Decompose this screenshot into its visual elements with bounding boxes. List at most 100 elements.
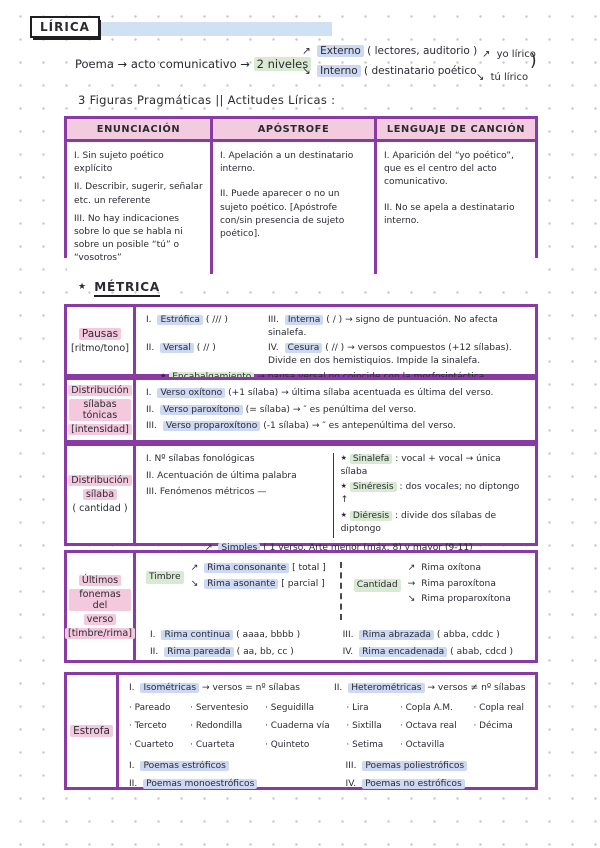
fenomenos-metricos-list: ★ Sinalefa : vocal + vocal → única sílab…	[332, 453, 526, 539]
pragmaticas-table: ENUNCIACIÓN APÓSTROFE LENGUAJE DE CANCIÓ…	[64, 116, 538, 275]
isometricas-line: I. Isométricas → versos = nº sílabas	[129, 682, 300, 695]
item-number: I.	[146, 315, 152, 325]
externo-detail: ( lectores, auditorio )	[367, 45, 478, 57]
item-number: III.	[146, 421, 157, 432]
apostrofe-item: I. Apelación a un destinatario interno.	[220, 151, 354, 175]
sinalefa-rest: : vocal + vocal → única sílaba	[340, 454, 501, 477]
rima-paroxitona-line: → Rima paroxítona	[408, 578, 511, 591]
poemas-monoestroficos-highlight: Poemas monoestróficos	[143, 778, 258, 789]
verso-oxitono-line: I. Verso oxítono (+1 sílaba) → última sí…	[146, 387, 526, 400]
pausa-estrofica: I. Estrófica ( /// )	[146, 314, 264, 339]
estrofa-body: I. Isométricas → versos = nº sílabas II.…	[119, 675, 535, 790]
rima-encadenada-line: IV. Rima encadenada ( abab, cdcd )	[343, 646, 526, 659]
heterometricas-line: II. Heterométricas → versos ≠ nº sílabas	[334, 682, 525, 695]
timbre-block: Timbre ↗ Rima consonante [ total ] ↘ Rim…	[146, 562, 326, 593]
item-number: II.	[150, 646, 159, 657]
rima-consonante-line: ↗ Rima consonante [ total ]	[191, 562, 326, 575]
interno-highlight: Interno	[317, 65, 361, 77]
poemas-no-estroficos-highlight: Poemas no estróficos	[362, 778, 465, 789]
poema-line: Poema → acto comunicativo → 2 niveles	[75, 57, 312, 71]
sineresis-highlight: Sinéresis	[349, 482, 397, 493]
tonicas-body: I. Verso oxítono (+1 sílaba) → última sí…	[136, 380, 535, 440]
poemas-no-estroficos-line: IV. Poemas no estróficos	[346, 778, 526, 791]
interno-detail: ( destinatario poético	[364, 65, 477, 77]
arrow-up-right-icon: ↗	[407, 563, 416, 573]
item-number: II.	[146, 404, 155, 415]
consonante-rest: [ total ]	[292, 563, 326, 573]
item-number: I.	[146, 388, 152, 398]
rima-pareada-line: II. Rima pareada ( aa, bb, cc )	[150, 646, 343, 659]
enunciacion-cell: I. Sin sujeto poético explícito II. Desc…	[67, 142, 213, 275]
estrofa-type: · Cuarteto	[129, 739, 174, 750]
star-icon: ★	[340, 454, 347, 462]
arrow-down-right-icon: ↘	[302, 65, 311, 77]
estrofa-column: · Pareado · Terceto · Cuarteto	[129, 702, 173, 757]
poemas-grid: I. Poemas estróficos III. Poemas poliest…	[129, 760, 526, 790]
item-number: I.	[129, 683, 135, 693]
item-number: IV.	[345, 778, 357, 789]
proparoxitono-rest: (-1 sílaba) → ″ es antepenúltima del ver…	[263, 421, 456, 432]
estrofa-type: · Décima	[473, 721, 513, 732]
rima-label-cell: Últimos fonemas del verso [timbre/rima]	[64, 553, 136, 660]
externo-line: ↗ Externo ( lectores, auditorio )	[302, 45, 477, 57]
oxitono-highlight: Verso oxítono	[157, 388, 226, 398]
enunciacion-item: II. Describir, sugerir, señalar etc. un …	[74, 182, 203, 206]
cantidad-highlight: Cantidad	[353, 579, 401, 592]
rima-body: Timbre ↗ Rima consonante [ total ] ↘ Rim…	[136, 553, 535, 660]
arrow-down-right-icon: ↘	[407, 594, 416, 605]
interno-line: ↘ Interno ( destinatario poético	[302, 65, 477, 77]
item-number: I.	[150, 630, 156, 640]
arrow-down-right-icon: ↘	[476, 72, 485, 83]
lirica-logo: LÍRICA	[30, 16, 100, 38]
estrofa-type: · Terceto	[129, 721, 167, 732]
interna-rest: ( / ) → signo de puntuación. No afecta s…	[268, 315, 498, 338]
isometricas-rest: → versos = nº sílabas	[201, 683, 301, 693]
apostrofe-cell: I. Apelación a un destinatario interno. …	[213, 142, 377, 275]
estrofa-label-cell: Estrofa	[67, 675, 119, 787]
enunciacion-item: I. Sin sujeto poético explícito	[74, 151, 164, 175]
tape-highlight-strip	[86, 22, 332, 36]
poemas-poliestroficos-line: III. Poemas poliestróficos	[346, 760, 526, 773]
criteria-item: I. Nº sílabas fonológicas	[146, 454, 255, 464]
estrofa-type: · Copla real	[473, 702, 524, 713]
cantidad-label-cell: Distribución sílaba ( cantidad )	[67, 446, 136, 543]
col-header-lenguaje-cancion: LENGUAJE DE CANCIÓN	[377, 119, 535, 142]
rima-label-4: [timbre/rima]	[64, 627, 136, 639]
poemas-poliestroficos-highlight: Poemas poliestróficos	[362, 761, 468, 772]
rima-oxitona-text: Rima oxítona	[421, 563, 482, 573]
pausa-interna: III. Interna ( / ) → signo de puntuación…	[268, 314, 526, 339]
cantidad-rima-block: Cantidad ↗ Rima oxítona → Rima paroxíton…	[353, 562, 511, 609]
estrofa-type: · Octava real	[399, 721, 457, 732]
lenguaje-item: II. No se apela a destinatario interno.	[384, 202, 515, 226]
pausas-sublabel: [ritmo/tono]	[71, 342, 129, 354]
item-number: IV.	[268, 343, 279, 354]
estrofa-type: · Sixtilla	[346, 721, 382, 732]
simples-highlight: Simples	[218, 543, 261, 554]
proparoxitono-highlight: Verso proparoxítono	[162, 421, 261, 432]
oxitono-rest: (+1 sílaba) → última sílaba acentuada es…	[228, 388, 494, 398]
item-number: II.	[334, 683, 343, 693]
rima-proparoxitona-line: ↘ Rima proparoxítona	[408, 593, 511, 606]
versos-simples-line: ↗ Simples ( 1 verso. Arte menor (máx. 8)…	[205, 542, 473, 555]
cantidad-body: I. Nº sílabas fonológicas II. Acentuació…	[136, 446, 535, 570]
poemas-estroficos-highlight: Poemas estróficos	[140, 761, 229, 772]
verso-proparoxitono-line: III. Verso proparoxítono (-1 sílaba) → ″…	[146, 420, 526, 433]
estrofa-type: · Seguidilla	[265, 702, 315, 713]
sineresis-line: ★ Sinéresis : dos vocales; no diptongo ↑	[341, 481, 526, 506]
rima-continua-line: I. Rima continua ( aaaa, bbbb )	[150, 629, 343, 642]
abrazada-highlight: Rima abrazada	[359, 630, 434, 640]
estrofa-type: · Quinteto	[265, 739, 310, 750]
tu-lirico-text: tú lírico	[490, 72, 529, 83]
item-number: II.	[129, 778, 138, 789]
asonante-highlight: Rima asonante	[204, 578, 279, 589]
row-pausas: Pausas [ritmo/tono] I. Estrófica ( /// )…	[64, 304, 538, 382]
item-number: III.	[268, 315, 279, 325]
tonicas-label-3: [intensidad]	[68, 424, 132, 435]
estrofa-column: · Serventesio · Redondilla · Cuarteta	[190, 702, 248, 757]
enunciacion-item: III. No hay indicaciones sobre lo que se…	[74, 213, 183, 264]
interna-highlight: Interna	[284, 315, 324, 325]
metrica-title: ★ MÉTRICA	[78, 280, 160, 297]
item-number: IV.	[342, 646, 354, 657]
estrofa-type: · Serventesio	[190, 702, 249, 713]
star-icon: ★	[78, 282, 87, 292]
